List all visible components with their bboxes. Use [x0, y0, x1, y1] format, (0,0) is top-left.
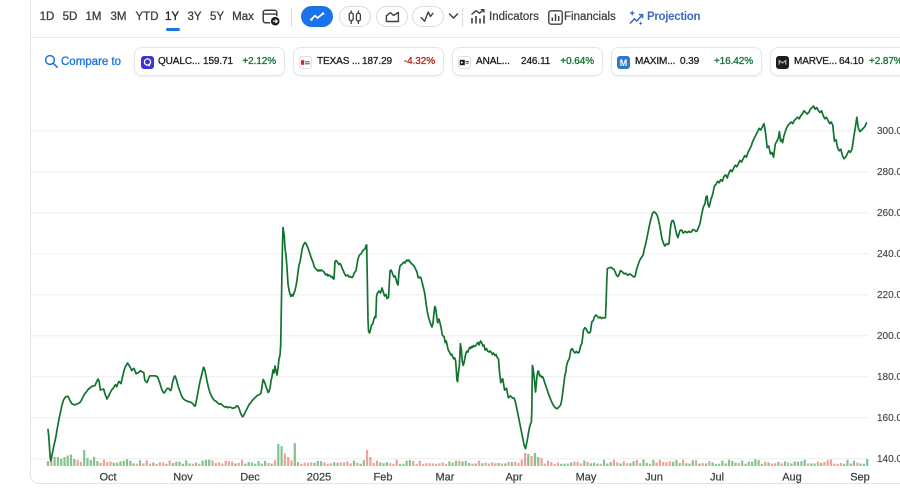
svg-text:240.00: 240.00 — [877, 249, 900, 260]
svg-text:160.00: 160.00 — [877, 413, 900, 424]
svg-text:300.00: 300.00 — [877, 126, 900, 137]
svg-text:Mar: Mar — [436, 472, 455, 484]
svg-text:Dec: Dec — [240, 472, 260, 484]
svg-text:140.00: 140.00 — [877, 454, 900, 465]
svg-text:200.00: 200.00 — [877, 331, 900, 342]
svg-text:Sep: Sep — [850, 472, 870, 484]
svg-text:Feb: Feb — [374, 472, 393, 484]
svg-text:Apr: Apr — [505, 472, 522, 484]
svg-text:Oct: Oct — [99, 472, 116, 484]
svg-text:180.00: 180.00 — [877, 372, 900, 383]
svg-text:2025: 2025 — [307, 472, 331, 484]
svg-text:Aug: Aug — [782, 472, 802, 484]
svg-text:260.00: 260.00 — [877, 208, 900, 219]
svg-text:Jun: Jun — [645, 472, 663, 484]
svg-text:Nov: Nov — [173, 472, 193, 484]
svg-text:Jul: Jul — [710, 472, 724, 484]
svg-text:May: May — [576, 472, 597, 484]
svg-text:280.00: 280.00 — [877, 167, 900, 178]
svg-text:220.00: 220.00 — [877, 290, 900, 301]
